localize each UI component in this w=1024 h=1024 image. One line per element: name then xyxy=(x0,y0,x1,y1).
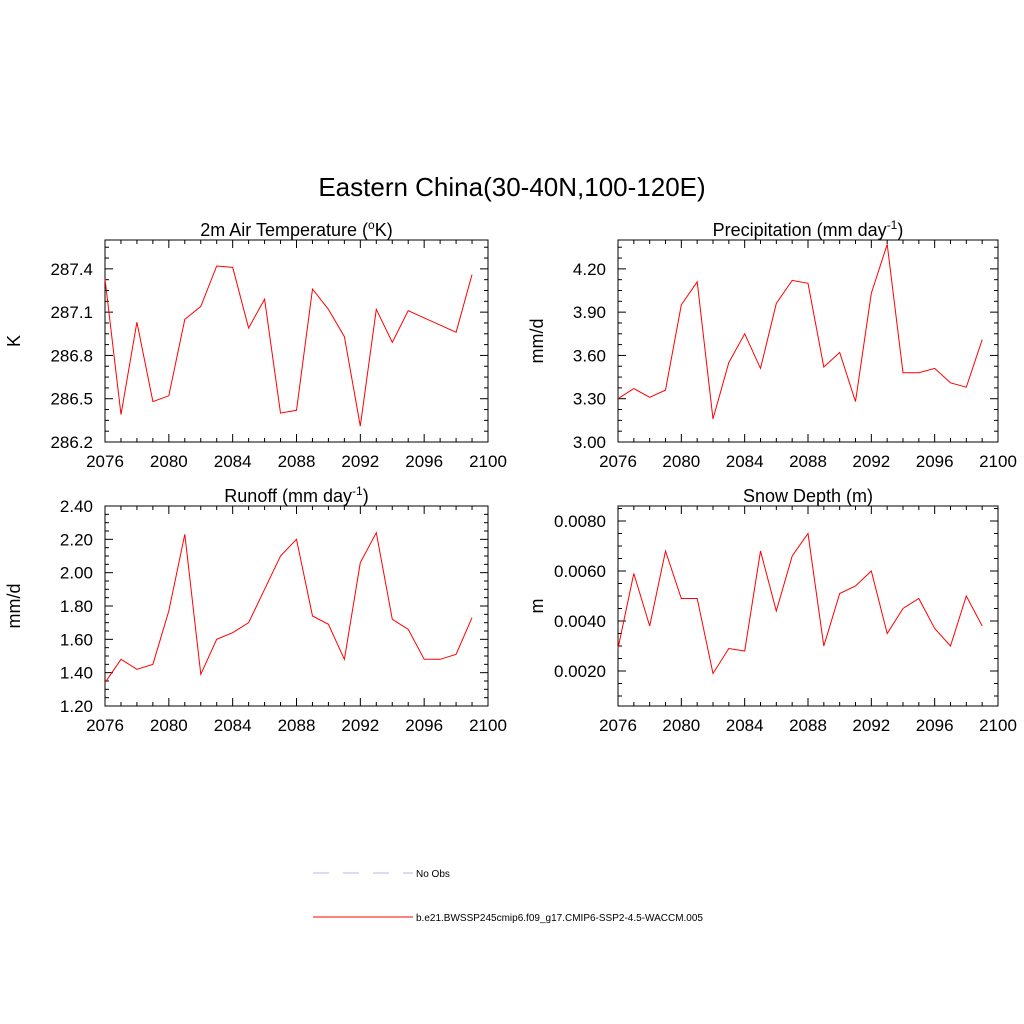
y-axis-label: mm/d xyxy=(4,584,24,629)
y-tick-label: 286.8 xyxy=(50,346,93,365)
plot-frame xyxy=(104,505,489,707)
series-line xyxy=(617,532,983,675)
y-tick-label: 287.4 xyxy=(50,260,93,279)
x-tick-label: 2076 xyxy=(86,452,124,471)
main-title: Eastern China(30-40N,100-120E) xyxy=(318,172,705,202)
plot-frame xyxy=(104,239,489,443)
x-tick-label: 2096 xyxy=(916,452,954,471)
y-tick-label: 0.0020 xyxy=(554,662,606,681)
x-tick-label: 2080 xyxy=(150,452,188,471)
panel-title-main: Snow Depth (m) xyxy=(743,486,873,506)
x-tick-label: 2088 xyxy=(278,452,316,471)
y-tick-label: 2.00 xyxy=(60,564,93,583)
y-tick-label: 0.0040 xyxy=(554,612,606,631)
chart-panel-2: Precipitation (mm day-1) 2076 2080 2084 2088… xyxy=(527,218,1017,471)
x-tick-label: 2084 xyxy=(214,716,252,735)
panel-title-superscript: -1 xyxy=(352,484,363,498)
y-tick-label: 1.60 xyxy=(60,630,93,649)
x-tick-label: 2096 xyxy=(405,452,443,471)
x-tick-label: 2096 xyxy=(405,716,443,735)
panel-title-suffix: K) xyxy=(375,220,393,240)
legend-label: b.e21.BWSSP245cmip6.f09_g17.CMIP6-SSP2-4… xyxy=(416,913,703,924)
x-tick-label: 2084 xyxy=(726,452,764,471)
x-tick-label: 2096 xyxy=(916,716,954,735)
y-tick-label: 4.20 xyxy=(573,260,606,279)
x-tick-label: 2076 xyxy=(86,716,124,735)
panel-title-main: 2m Air Temperature ( xyxy=(200,220,368,240)
y-axis-label: m xyxy=(527,599,547,614)
x-tick-label: 2100 xyxy=(469,716,507,735)
chart-panel-4: Snow Depth (m) 2076 2080 2084 2088 2092 2096 21… xyxy=(527,486,1017,735)
y-tick-label: 1.20 xyxy=(60,697,93,716)
y-tick-label: 3.90 xyxy=(573,303,606,322)
panel-title-suffix: ) xyxy=(897,220,903,240)
panel-title: Snow Depth (m) xyxy=(743,486,873,506)
x-tick-label: 2080 xyxy=(150,716,188,735)
y-tick-label: 2.40 xyxy=(60,497,93,516)
panel-title-suffix: ) xyxy=(363,486,369,506)
x-tick-label: 2092 xyxy=(341,452,379,471)
panels-group: 2m Air Temperature (oK)2076 2080 2084 2088 2… xyxy=(4,218,1017,735)
panel-title: 2m Air Temperature (oK) xyxy=(200,218,392,240)
y-tick-label: 286.2 xyxy=(50,433,93,452)
y-tick-label: 0.0080 xyxy=(554,512,606,531)
panel-title-superscript: o xyxy=(368,218,375,232)
y-axis-label: K xyxy=(4,335,24,347)
x-tick-label: 2080 xyxy=(662,452,700,471)
panel-title-main: Precipitation (mm day xyxy=(713,220,887,240)
x-tick-label: 2100 xyxy=(469,452,507,471)
x-tick-label: 2084 xyxy=(214,452,252,471)
x-tick-label: 2088 xyxy=(789,452,827,471)
series-line xyxy=(104,265,473,427)
panel-title-superscript: -1 xyxy=(887,218,898,232)
x-tick-label: 2080 xyxy=(662,716,700,735)
y-tick-label: 287.1 xyxy=(50,303,93,322)
series-line xyxy=(617,244,983,420)
chart-panel-1: 2m Air Temperature (oK) 2076 2080 2084 2088 2… xyxy=(4,218,507,471)
x-tick-label: 2076 xyxy=(599,452,637,471)
y-tick-label: 3.30 xyxy=(573,390,606,409)
x-tick-label: 2092 xyxy=(341,716,379,735)
x-tick-label: 2092 xyxy=(852,452,890,471)
x-tick-label: 2088 xyxy=(789,716,827,735)
y-tick-label: 3.60 xyxy=(573,346,606,365)
y-tick-label: 3.00 xyxy=(573,433,606,452)
x-tick-label: 2100 xyxy=(979,716,1017,735)
legend: No Obs b.e21.BWSSP245cmip6.f09_g17.CMIP6-… xyxy=(313,869,703,924)
x-tick-label: 2084 xyxy=(726,716,764,735)
x-tick-label: 2088 xyxy=(278,716,316,735)
y-tick-label: 2.20 xyxy=(60,530,93,549)
panel-title-main: Runoff (mm day xyxy=(224,486,352,506)
y-tick-label: 1.80 xyxy=(60,597,93,616)
panel-title: Precipitation (mm day-1) xyxy=(713,218,904,240)
y-axis-label: mm/d xyxy=(527,319,547,364)
x-tick-label: 2100 xyxy=(979,452,1017,471)
x-tick-label: 2076 xyxy=(599,716,637,735)
x-tick-label: 2092 xyxy=(852,716,890,735)
series-line xyxy=(104,531,473,683)
y-tick-label: 1.40 xyxy=(60,664,93,683)
y-tick-label: 0.0060 xyxy=(554,562,606,581)
panel-title: Runoff (mm day-1) xyxy=(224,484,368,506)
chart-panel-3: Runoff (mm day-1) 2076 2080 2084 2088 2092 209… xyxy=(4,484,507,735)
legend-label: No Obs xyxy=(416,869,450,880)
y-tick-label: 286.5 xyxy=(50,390,93,409)
